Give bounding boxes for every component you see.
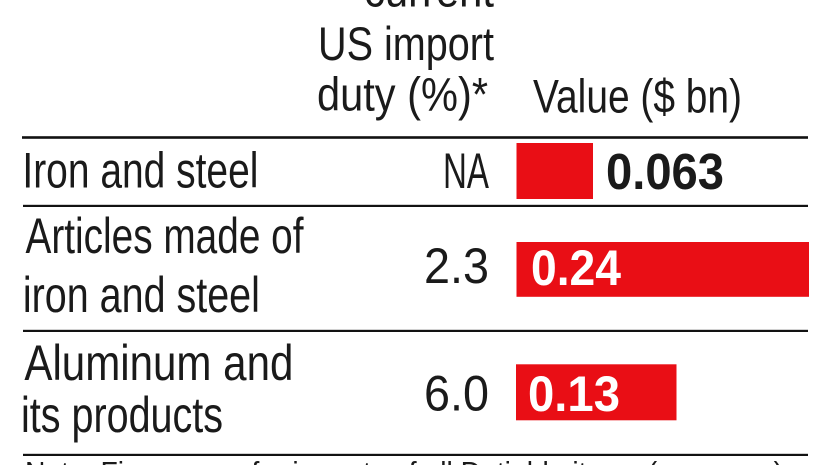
svg-text:Iron and steel: Iron and steel bbox=[22, 143, 258, 199]
svg-text:US import: US import bbox=[318, 17, 494, 70]
svg-text:duty (%)*: duty (%)* bbox=[317, 68, 488, 121]
svg-text:NA: NA bbox=[443, 143, 489, 199]
svg-text:0.24: 0.24 bbox=[531, 240, 621, 296]
svg-text:2.3: 2.3 bbox=[424, 238, 489, 294]
svg-text:0.063: 0.063 bbox=[606, 143, 724, 200]
svg-text:Articles made of: Articles made of bbox=[26, 208, 304, 264]
svg-text:Note: Figures are for imports: Note: Figures are for imports of all Dut… bbox=[25, 457, 783, 465]
svg-text:6.0: 6.0 bbox=[424, 366, 489, 422]
svg-text:iron and steel: iron and steel bbox=[23, 267, 260, 323]
svg-text:its products: its products bbox=[21, 387, 223, 443]
svg-text:Value ($ bn): Value ($ bn) bbox=[533, 70, 742, 123]
svg-text:current: current bbox=[364, 0, 494, 17]
svg-text:0.13: 0.13 bbox=[528, 366, 620, 422]
svg-text:Aluminum and: Aluminum and bbox=[24, 335, 293, 391]
